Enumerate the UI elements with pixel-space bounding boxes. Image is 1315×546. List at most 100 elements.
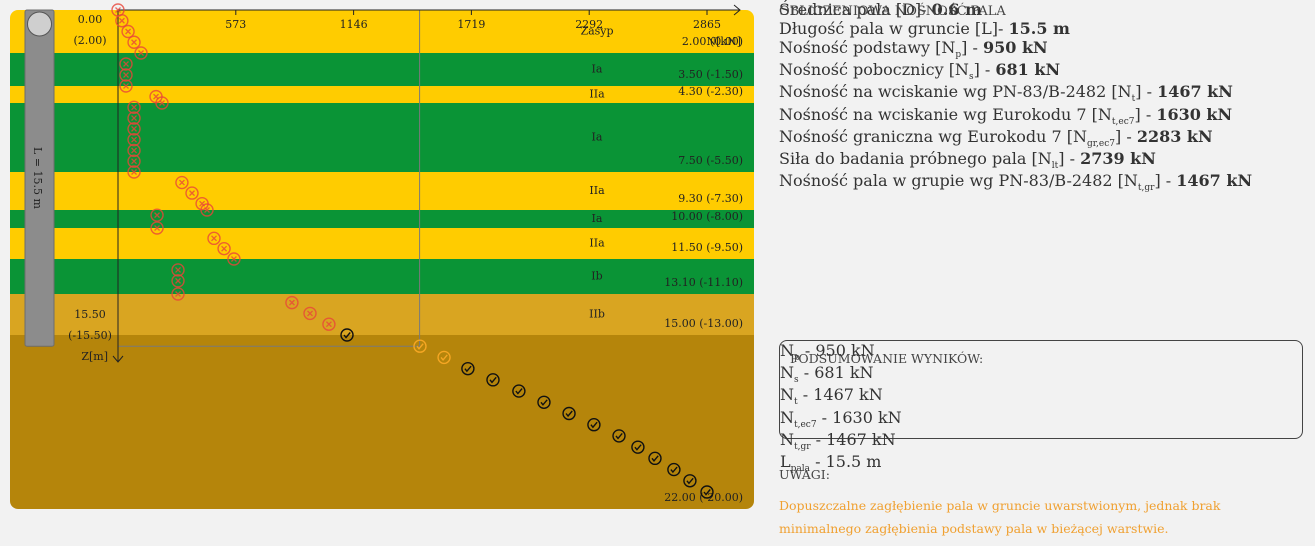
summary-subscript: p [794, 353, 800, 364]
point-x [211, 235, 217, 242]
point-mark [217, 241, 231, 256]
point-x [125, 28, 132, 35]
point-mark [303, 306, 317, 321]
point-circle [631, 440, 645, 454]
point-x [131, 147, 137, 154]
point-circle [127, 132, 141, 147]
point-x [131, 39, 137, 46]
point-mark [207, 231, 221, 246]
point-check [565, 410, 573, 418]
point-check [651, 455, 659, 462]
point-mark [461, 361, 475, 376]
point-mark [175, 175, 189, 190]
point-circle [285, 295, 299, 310]
layer-depth-label: 4.30 (-2.30) [678, 85, 743, 98]
point-mark [340, 328, 354, 342]
point-circle [322, 317, 336, 331]
point-x [288, 299, 295, 306]
point-x [159, 100, 165, 106]
point-x [230, 256, 237, 262]
point-circle [127, 143, 141, 158]
summary-subscript: t [794, 397, 798, 408]
point-check [670, 466, 678, 474]
point-mark [648, 451, 662, 466]
pile-label: L = 15.5 m [31, 147, 44, 210]
point-x [131, 158, 137, 165]
point-mark [631, 440, 645, 454]
result-row: Długość pala w gruncie [L]- 15.5 m [779, 19, 1309, 38]
point-circle [700, 485, 714, 499]
point-mark [127, 111, 141, 125]
point-mark [150, 208, 164, 222]
layer-depth-label: 13.10 (-11.10) [664, 276, 743, 289]
summary-symbol: N [780, 429, 794, 449]
summary-item: Nt,ec7 - 1630 kN [780, 408, 1302, 430]
x-tick-label: 1146 [340, 18, 368, 31]
result-separator: ] - [1115, 126, 1137, 146]
summary-item: Nt - 1467 kN [780, 385, 1302, 407]
point-x [175, 291, 181, 297]
result-row: Nośność podstawy [Np] - 950 kN [779, 38, 1309, 60]
point-mark [413, 339, 427, 353]
summary-item: Nt,gr - 1467 kN [780, 430, 1302, 452]
point-circle [171, 287, 185, 301]
point-circle [200, 203, 214, 217]
summary-value: - 681 kN [798, 363, 874, 383]
result-subscript: t,ec7 [1111, 116, 1135, 127]
point-check [343, 332, 351, 339]
point-circle [121, 24, 135, 39]
point-x [175, 277, 181, 284]
soil-panel [10, 10, 754, 509]
point-mark [127, 122, 141, 136]
point-check [703, 489, 711, 496]
point-circle [171, 263, 185, 277]
result-subscript: t [1131, 94, 1136, 105]
summary-value: - 1467 kN [810, 429, 896, 449]
point-x [118, 17, 125, 24]
point-circle [683, 474, 697, 488]
point-circle [437, 350, 451, 365]
result-separator: ] - [1154, 171, 1177, 191]
summary-subscript: t,ec7 [794, 419, 817, 430]
point-circle [340, 328, 354, 342]
point-check [590, 421, 598, 429]
point-x [175, 266, 181, 273]
x-tick-label: 2292 [575, 18, 603, 31]
result-label: Nośność na wciskanie wg Eurokodu 7 [N [779, 104, 1112, 124]
point-circle [185, 186, 199, 200]
point-mark [171, 274, 185, 288]
pile [24, 9, 55, 347]
point-x [131, 115, 137, 122]
result-row: Nośność na wciskanie wg PN-83/B-2482 [Nt… [779, 82, 1309, 104]
point-check [416, 343, 424, 350]
point-mark [562, 406, 576, 421]
point-mark [285, 295, 299, 310]
point-check [615, 432, 623, 440]
point-mark [115, 14, 129, 28]
result-separator: ] - [973, 60, 996, 80]
point-x [189, 190, 195, 197]
result-label: Nośność pobocznicy [N [779, 60, 969, 80]
point-circle [134, 46, 148, 60]
summary-item: Lpala - 15.5 m [780, 452, 1302, 474]
layer-name: IIa [589, 184, 605, 197]
result-separator: ] - [1135, 82, 1158, 102]
summary-symbol: L [780, 451, 791, 471]
point-mark [512, 384, 526, 398]
layer-depth-label: 9.30 (-7.30) [678, 192, 743, 205]
point-mark [127, 100, 141, 115]
point-mark [127, 165, 141, 179]
point-check [686, 477, 694, 485]
point-circle [127, 100, 141, 115]
result-row: Nośność pobocznicy [Ns] - 681 kN [779, 60, 1309, 82]
x-tick-label: 2865 [693, 18, 721, 31]
pile-depth-label: 15.50 [74, 308, 106, 321]
point-x [204, 207, 210, 213]
point-circle [486, 373, 500, 387]
layer-depth-label: 11.50 (-9.50) [671, 241, 743, 254]
summary-subscript: s [794, 375, 799, 386]
result-value: 2283 kN [1136, 126, 1213, 146]
x-tick-label: 1719 [457, 18, 485, 31]
point-x [123, 83, 129, 89]
notes-text: Dopuszczalne zagłębienie pala w gruncie … [779, 498, 1221, 536]
